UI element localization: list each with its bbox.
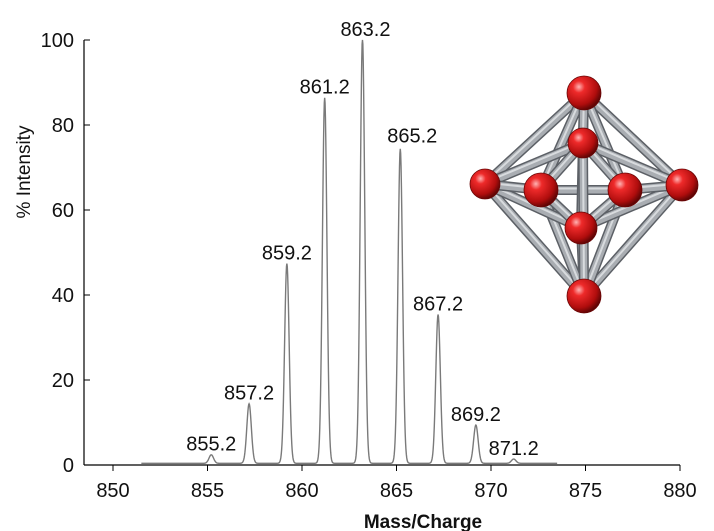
atom-sphere [567, 127, 599, 159]
peak-label: 859.2 [262, 242, 312, 264]
peak-label: 861.2 [300, 77, 350, 99]
bond-group [480, 88, 687, 301]
peak-label: 857.2 [224, 383, 274, 405]
y-tick-label: 100 [41, 30, 74, 52]
x-tick-label: 875 [569, 480, 602, 502]
bond-highlight [583, 182, 683, 296]
x-tick-label: 880 [663, 480, 696, 502]
atom-sphere [469, 168, 501, 200]
peak-label: 865.2 [387, 126, 437, 148]
y-tick-group: 0 20 40 60 80 100 [41, 30, 90, 477]
spectrum-series-line [141, 39, 558, 464]
atom-sphere [566, 278, 602, 314]
bond [481, 180, 585, 232]
x-tick-label: 855 [191, 480, 224, 502]
peak-label: 855.2 [186, 434, 236, 456]
bond-highlight [583, 90, 683, 185]
y-tick-label: 0 [63, 455, 74, 477]
atom-sphere [523, 172, 559, 208]
atom-sphere [564, 211, 598, 245]
bond-highlight [484, 90, 585, 184]
bond [579, 139, 686, 189]
x-tick-label: 870 [474, 480, 507, 502]
y-tick-label: 60 [52, 200, 74, 222]
atom-group [469, 75, 699, 314]
peak-label: 863.2 [340, 19, 390, 41]
peak-label: 869.2 [451, 404, 501, 426]
atom-sphere [566, 75, 602, 111]
y-tick-label: 20 [52, 370, 74, 392]
bond-highlight [484, 181, 585, 296]
x-axis-title: Mass/Charge [364, 512, 482, 531]
x-tick-label: 865 [380, 480, 413, 502]
atom-sphere [607, 172, 643, 208]
bond [577, 181, 686, 232]
y-tick-label: 40 [52, 285, 74, 307]
peak-label: 867.2 [413, 293, 463, 315]
peak-label-group: 855.2 857.2 859.2 861.2 863.2 865.2 867.2 869.2… [186, 19, 538, 460]
bond-highlight [583, 187, 626, 296]
y-axis-title: % Intensity [14, 125, 35, 218]
x-tick-label: 850 [96, 480, 129, 502]
x-tick-label: 860 [285, 480, 318, 502]
bond-highlight [582, 140, 683, 185]
y-tick-label: 80 [52, 115, 74, 137]
bond-highlight [540, 187, 585, 296]
bond-highlight [484, 140, 584, 184]
octahedral-cluster-model-icon [469, 75, 699, 314]
atom-sphere [665, 168, 699, 202]
bond [481, 139, 587, 188]
x-tick-group: 850 855 860 865 870 875 880 [96, 465, 697, 502]
bond [580, 89, 686, 189]
peak-label: 871.2 [489, 438, 539, 460]
bond [481, 89, 588, 188]
